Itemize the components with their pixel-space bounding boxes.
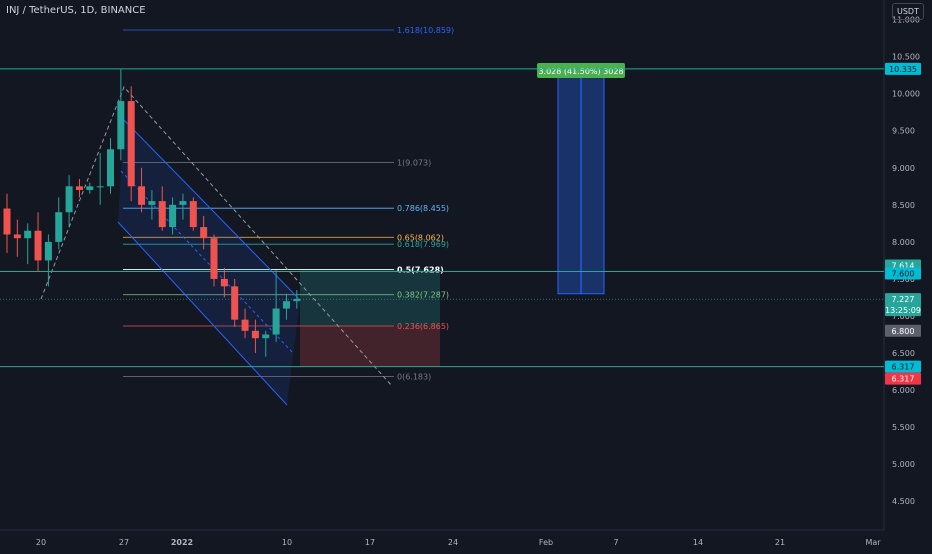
y-tick-label: 10.000 bbox=[892, 90, 920, 99]
candle-body bbox=[127, 101, 135, 187]
x-tick-label: 7 bbox=[613, 538, 618, 547]
y-tick-label: 9.500 bbox=[892, 127, 915, 136]
candle-body bbox=[251, 330, 259, 339]
y-tick-label: 11.000 bbox=[892, 16, 920, 25]
y-tick-label: 5.000 bbox=[892, 460, 915, 469]
price-tag-bg bbox=[885, 304, 921, 317]
price-tag-label: 6.317 bbox=[892, 363, 915, 372]
y-tick-label: 9.000 bbox=[892, 164, 915, 173]
x-tick-label: Mar bbox=[865, 538, 881, 547]
y-tick-label: 5.500 bbox=[892, 423, 915, 432]
y-tick-label: 4.500 bbox=[892, 497, 915, 506]
candle-body bbox=[241, 319, 249, 331]
candle-body bbox=[24, 230, 32, 239]
price-tag-label: 7.227 bbox=[892, 295, 915, 304]
candle-body bbox=[282, 301, 290, 309]
price-tag-label: 10.335 bbox=[889, 65, 917, 74]
currency-button[interactable]: USDT bbox=[892, 3, 924, 20]
candle-body bbox=[75, 186, 83, 191]
candle-body bbox=[107, 149, 114, 187]
price-tag-label: 7.614 bbox=[892, 261, 915, 270]
candle-body bbox=[169, 204, 177, 228]
price-tag-label: 6.800 bbox=[892, 327, 915, 336]
x-tick-label: 2022 bbox=[171, 538, 193, 547]
fib-label: 1(9.073) bbox=[397, 158, 431, 167]
chart-title: INJ / TetherUS, 1D, BINANCE bbox=[6, 5, 146, 16]
price-tag-bg bbox=[885, 360, 921, 373]
price-tag-label: 6.317 bbox=[892, 375, 915, 384]
measure-label-bg bbox=[537, 63, 625, 78]
price-tag-label: 7.600 bbox=[892, 270, 915, 279]
measure-label: 3.028 (41.50%) 3028 bbox=[538, 67, 623, 76]
fib-label: 0.618(7.969) bbox=[397, 240, 449, 249]
candle-body bbox=[148, 201, 156, 205]
fib-trend-line bbox=[40, 86, 393, 387]
candle-body bbox=[3, 208, 11, 235]
candle-body bbox=[34, 230, 42, 261]
x-tick-label: 21 bbox=[775, 538, 785, 547]
candle-body bbox=[272, 308, 280, 335]
candle-body bbox=[86, 186, 94, 191]
x-tick-label: 24 bbox=[448, 538, 458, 547]
y-tick-label: 10.500 bbox=[892, 53, 920, 62]
x-tick-label: 20 bbox=[36, 538, 46, 547]
candle-body bbox=[220, 278, 228, 287]
x-tick-label: 17 bbox=[365, 538, 375, 547]
fib-label: 0(6.183) bbox=[397, 373, 431, 382]
fib-label: 0.382(7.287) bbox=[397, 291, 449, 300]
candle-body bbox=[293, 298, 301, 302]
price-tag-bg bbox=[885, 293, 921, 306]
y-tick-label: 6.000 bbox=[892, 386, 915, 395]
channel-upper-line bbox=[123, 119, 301, 301]
candle-body bbox=[200, 227, 208, 239]
price-tag-bg bbox=[885, 267, 921, 280]
fib-label: 0.236(6.865) bbox=[397, 322, 449, 331]
x-tick-label: 14 bbox=[693, 538, 703, 547]
y-tick-label: 6.500 bbox=[892, 349, 915, 358]
candle-body bbox=[96, 186, 104, 188]
candle-body bbox=[189, 201, 197, 228]
fib-label: 0.65(8.062) bbox=[397, 233, 444, 242]
candle-body bbox=[138, 186, 146, 205]
x-tick-label: 27 bbox=[119, 538, 129, 547]
price-tag-bg bbox=[885, 324, 921, 337]
position-profit-zone bbox=[300, 269, 440, 326]
y-tick-label: 8.500 bbox=[892, 201, 915, 210]
candle-body bbox=[117, 101, 125, 150]
x-tick-label: Feb bbox=[539, 538, 553, 547]
candle-body bbox=[210, 238, 218, 279]
fib-label: 0.5(7.628) bbox=[397, 265, 444, 274]
candle-body bbox=[44, 241, 52, 261]
y-tick-label: 8.000 bbox=[892, 238, 915, 247]
price-tag-bg bbox=[885, 372, 921, 385]
fib-label: 0.786(8.455) bbox=[397, 204, 449, 213]
price-tag-label: 13:25:09 bbox=[885, 306, 921, 315]
candle-body bbox=[55, 212, 63, 242]
candle-body bbox=[65, 186, 73, 213]
candle-body bbox=[13, 234, 21, 239]
candle-body bbox=[231, 286, 239, 320]
x-tick-label: 10 bbox=[282, 538, 292, 547]
position-loss-zone bbox=[300, 325, 440, 367]
channel-lower-line bbox=[117, 221, 288, 406]
price-tag-bg bbox=[885, 62, 921, 75]
candle-body bbox=[158, 201, 166, 228]
fib-label: 1.618(10.859) bbox=[397, 26, 454, 35]
candle-body bbox=[262, 334, 270, 339]
candle-body bbox=[179, 201, 187, 205]
y-tick-label: 7.000 bbox=[892, 312, 915, 321]
